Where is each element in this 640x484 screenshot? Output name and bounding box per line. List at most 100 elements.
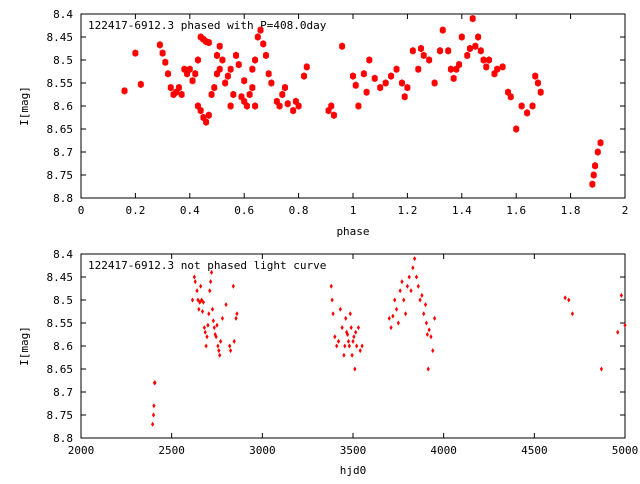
data-point: [238, 93, 245, 101]
y-tick-label: 8.7: [53, 146, 73, 159]
x-tick-label: 0: [78, 204, 85, 217]
data-point: [389, 325, 393, 331]
data-point: [623, 322, 627, 328]
data-point: [329, 283, 333, 289]
data-point: [303, 63, 310, 71]
data-point: [447, 65, 455, 73]
data-point: [349, 72, 357, 80]
data-point: [477, 47, 485, 55]
data-point: [504, 88, 512, 96]
data-point: [445, 47, 452, 55]
data-point: [436, 47, 444, 55]
data-point: [205, 39, 213, 47]
data-point: [224, 72, 232, 80]
data-point: [351, 338, 355, 344]
data-point: [197, 107, 204, 115]
data-point: [292, 97, 300, 105]
data-point: [257, 26, 264, 34]
data-point: [403, 311, 408, 317]
data-point: [197, 306, 201, 312]
data-point: [537, 88, 544, 96]
data-point: [407, 274, 411, 280]
data-point: [485, 56, 493, 64]
data-point: [219, 56, 226, 64]
data-point: [232, 51, 240, 59]
data-point: [175, 84, 183, 92]
data-point: [352, 81, 359, 89]
data-point: [235, 311, 239, 317]
data-point: [227, 65, 234, 73]
data-point: [211, 84, 218, 92]
data-point: [431, 348, 435, 354]
data-point: [363, 88, 370, 96]
data-point: [343, 343, 347, 349]
data-point: [398, 79, 406, 87]
data-point: [433, 315, 437, 321]
data-point: [251, 56, 259, 64]
data-point: [300, 72, 308, 80]
data-point: [216, 343, 220, 349]
data-point: [387, 315, 391, 321]
data-point: [414, 274, 419, 280]
data-point: [409, 47, 417, 55]
data-point: [153, 380, 157, 386]
y-tick-label: 8.45: [47, 31, 74, 44]
data-point: [338, 42, 346, 50]
data-point: [360, 70, 368, 78]
data-point: [206, 322, 210, 328]
data-point: [464, 51, 471, 59]
y-tick-label: 8.8: [53, 432, 73, 445]
data-point: [219, 338, 223, 344]
data-point: [387, 72, 395, 80]
data-point: [151, 412, 156, 418]
y-tick-label: 8.4: [53, 248, 73, 261]
y-tick-label: 8.45: [47, 271, 74, 284]
x-axis-label: hjd0: [340, 464, 367, 477]
data-point: [420, 292, 424, 298]
data-point: [235, 61, 242, 69]
data-point: [268, 79, 275, 87]
data-point: [356, 325, 361, 331]
data-point: [336, 338, 341, 344]
data-point: [151, 421, 155, 427]
data-point: [394, 306, 399, 312]
data-point: [401, 93, 408, 101]
data-point: [418, 297, 422, 303]
data-point: [355, 343, 359, 349]
data-point: [167, 84, 174, 92]
x-tick-label: 1.2: [397, 204, 417, 217]
data-point: [197, 33, 204, 41]
data-point: [207, 311, 211, 317]
x-tick-label: 2000: [68, 444, 95, 457]
x-tick-label: 1.8: [561, 204, 581, 217]
phased-panel: 0 0.2 0.4 0.6 0.8 1 1.2 1.4 1.6 1.8 2 8.4 8.45 8.5 8.5…: [18, 8, 628, 238]
data-point: [281, 84, 289, 92]
data-point: [344, 315, 348, 321]
data-point: [358, 348, 362, 354]
data-point: [201, 299, 205, 305]
data-point: [213, 51, 221, 59]
data-point: [221, 79, 229, 87]
data-point: [393, 65, 400, 73]
data-point: [455, 61, 463, 69]
data-point: [402, 297, 406, 303]
data-point: [211, 318, 215, 324]
y-tick-label: 8.75: [47, 169, 74, 182]
data-point: [228, 343, 232, 349]
data-point: [405, 283, 409, 289]
data-point: [203, 329, 207, 335]
data-point: [208, 288, 212, 294]
data-point: [162, 58, 169, 66]
data-point: [480, 56, 487, 64]
data-point: [354, 329, 358, 335]
data-point: [599, 366, 604, 372]
data-point: [251, 102, 259, 110]
data-point: [202, 118, 210, 126]
data-point: [199, 297, 204, 303]
data-point: [262, 51, 270, 59]
data-point: [137, 80, 145, 88]
data-point: [570, 311, 575, 317]
data-point: [202, 325, 206, 331]
data-point: [284, 100, 291, 108]
